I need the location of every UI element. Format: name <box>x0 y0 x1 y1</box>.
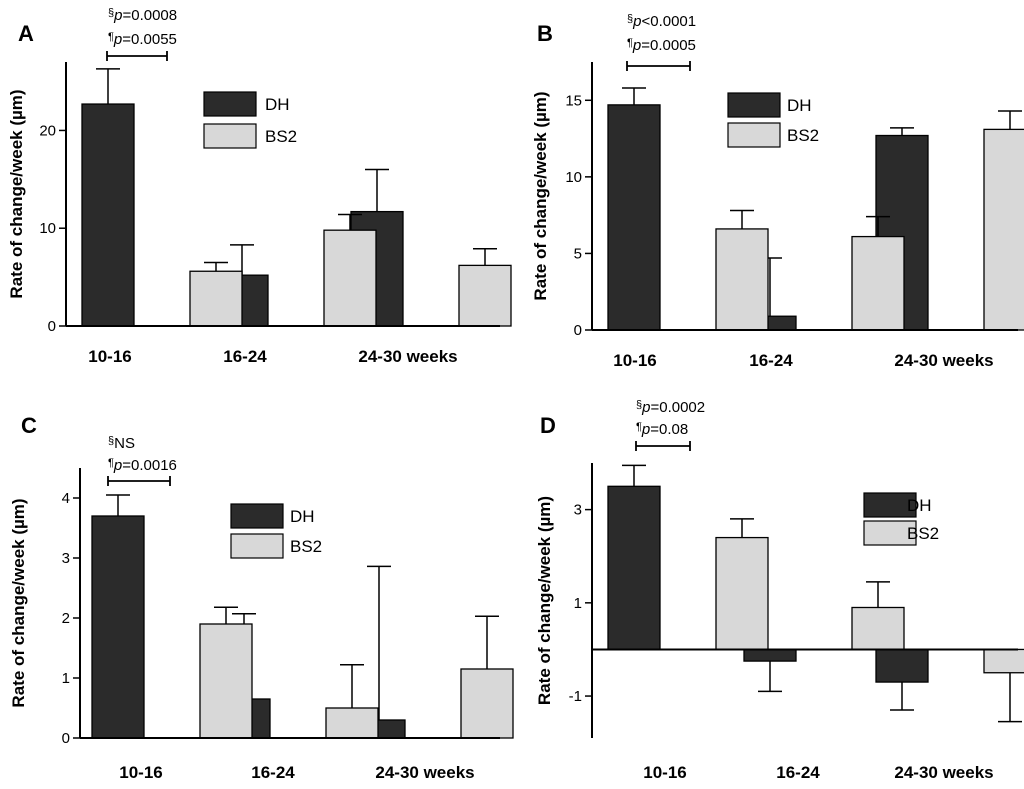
legend-swatch-dh <box>727 92 781 118</box>
y-tick-label: 1 <box>574 595 582 612</box>
y-tick-label: 2 <box>62 610 70 627</box>
legend-swatch-dh <box>203 91 257 117</box>
annotation-line-1: §p=0.0002 <box>636 399 705 416</box>
bar-bs2-2 <box>325 707 379 739</box>
y-tick-label: 5 <box>574 245 582 262</box>
y-tick-label: 10 <box>39 220 56 237</box>
y-tick-label: 4 <box>62 490 70 507</box>
chart-panel-c: C 0 1 2 3 4 Rate of change/week (µm) 10-16 16-24… <box>9 413 514 782</box>
y-tick-label: 0 <box>48 318 56 335</box>
bar-bs2-3 <box>460 668 514 739</box>
legend-swatch-bs2 <box>863 520 917 546</box>
y-tick-label: 15 <box>565 92 582 109</box>
legend-label-bs2: BS2 <box>787 126 819 145</box>
bar-bs2-3 <box>983 648 1024 674</box>
y-axis-title: Rate of change/week (µm) <box>531 91 550 300</box>
legend-label-bs2: BS2 <box>265 127 297 146</box>
legend-label-bs2: BS2 <box>907 524 939 543</box>
bar-bs2-2 <box>323 229 377 327</box>
legend-swatch-dh <box>863 492 917 518</box>
category-label: 24-30 weeks <box>894 763 993 782</box>
bar-dh-1 <box>81 103 135 327</box>
category-label: 10-16 <box>613 351 656 370</box>
chart-panel-b: B 0 5 10 15 Rate of change/week (µm) 10-16 16-2… <box>531 13 1024 370</box>
panel-label: A <box>18 21 34 46</box>
y-axis-title: Rate of change/week (µm) <box>7 89 26 298</box>
legend-label-dh: DH <box>787 96 812 115</box>
legend-label-dh: DH <box>907 496 932 515</box>
bar-bs2-3 <box>983 128 1024 331</box>
category-label: 16-24 <box>776 763 820 782</box>
panel-label: D <box>540 413 556 438</box>
legend-swatch-bs2 <box>203 123 257 149</box>
annotation-line-2: ¶p=0.0005 <box>627 37 696 54</box>
category-label: 24-30 weeks <box>358 347 457 366</box>
panel-label: B <box>537 21 553 46</box>
bar-bs2-1 <box>189 270 243 327</box>
bar-dh-2 <box>743 648 797 662</box>
annotation-line-2: ¶p=0.08 <box>636 421 688 438</box>
bar-bs2-1 <box>715 536 769 651</box>
bar-bs2-2 <box>851 606 905 651</box>
category-label: 10-16 <box>119 763 162 782</box>
bar-dh-1 <box>607 485 661 651</box>
bar-bs2-1 <box>715 228 769 331</box>
bar-bs2-2 <box>851 235 905 331</box>
annotation-line-2: ¶p=0.0055 <box>108 31 177 48</box>
category-label: 16-24 <box>749 351 793 370</box>
category-label: 10-16 <box>88 347 131 366</box>
y-tick-label: 3 <box>574 502 582 519</box>
y-tick-label: 0 <box>574 322 582 339</box>
annotation-line-2: ¶p=0.0016 <box>108 457 177 474</box>
legend-label-bs2: BS2 <box>290 537 322 556</box>
y-tick-label: 3 <box>62 550 70 567</box>
y-tick-label: 20 <box>39 122 56 139</box>
bar-bs2-3 <box>458 264 512 327</box>
bar-bs2-1 <box>199 623 253 739</box>
bar-dh-1 <box>607 104 661 331</box>
annotation-line-1: §NS <box>108 435 135 452</box>
y-axis-title: Rate of change/week (µm) <box>9 498 28 707</box>
legend-label-dh: DH <box>265 95 290 114</box>
category-label: 24-30 weeks <box>894 351 993 370</box>
bar-dh-1 <box>91 515 145 739</box>
category-label: 10-16 <box>643 763 686 782</box>
category-label: 24-30 weeks <box>375 763 474 782</box>
chart-panel-d: D -1 1 3 Rate of change/week (µm) 10-16 16-24 2… <box>535 399 1024 782</box>
y-tick-label: 10 <box>565 169 582 186</box>
y-tick-label: -1 <box>569 688 582 705</box>
annotation-line-1: §p=0.0008 <box>108 7 177 24</box>
y-axis-title: Rate of change/week (µm) <box>535 496 554 705</box>
panel-label: C <box>21 413 37 438</box>
annotation-line-1: §p<0.0001 <box>627 13 696 30</box>
category-label: 16-24 <box>223 347 267 366</box>
legend-swatch-bs2 <box>230 533 284 559</box>
category-label: 16-24 <box>251 763 295 782</box>
legend-swatch-bs2 <box>727 122 781 148</box>
y-tick-label: 1 <box>62 670 70 687</box>
chart-panel-a: A 0 10 20 Rate of change/week (µm) 10-16 16-24… <box>7 7 512 366</box>
bar-dh-3 <box>875 648 929 683</box>
y-tick-label: 0 <box>62 730 70 747</box>
legend-label-dh: DH <box>290 507 315 526</box>
legend-swatch-dh <box>230 503 284 529</box>
